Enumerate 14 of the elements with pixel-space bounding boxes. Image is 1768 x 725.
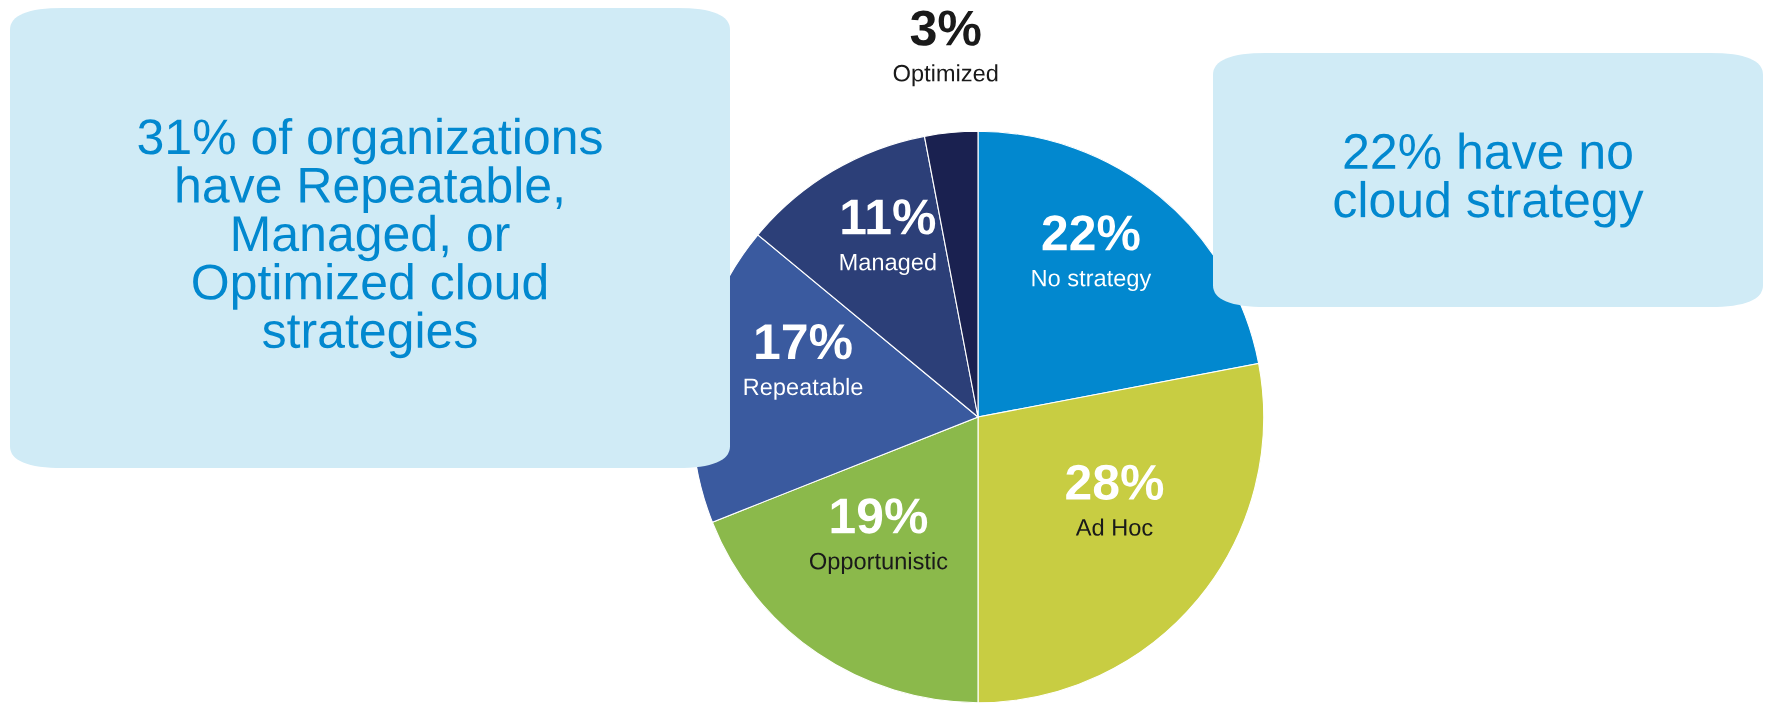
data-label: 22% xyxy=(1042,215,1140,251)
data-label: 28% xyxy=(1066,464,1164,501)
data-label: 3% xyxy=(910,10,981,46)
slice-label: Opportunistic xyxy=(810,552,948,575)
slice-label: Repeatable xyxy=(744,377,863,400)
slice-label: Optimized xyxy=(893,64,998,87)
slice-label: Managed xyxy=(840,253,936,276)
data-label: 11% xyxy=(842,199,936,235)
slice-label: Ad Hoc xyxy=(1075,518,1153,536)
text: 22% have no cloud strategy xyxy=(1334,132,1644,228)
slice-label: No strategy xyxy=(1032,269,1152,292)
data-label: 19% xyxy=(831,498,928,534)
text: 31% of organizations have Repeatable, Managed, or Optimized cloud strategies xyxy=(138,117,602,359)
data-label: 17% xyxy=(756,324,852,360)
